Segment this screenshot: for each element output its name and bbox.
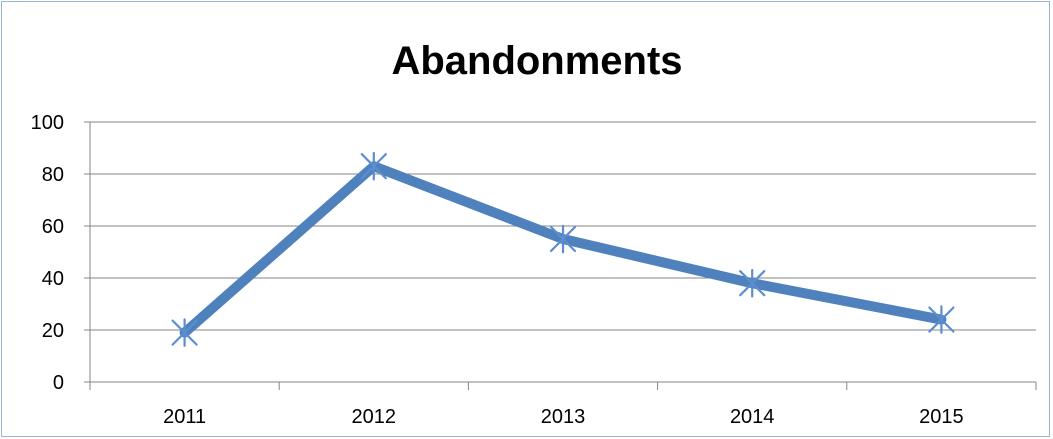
x-tick-label: 2015 <box>919 406 964 428</box>
chart-title: Abandonments <box>391 39 682 83</box>
y-tick-label: 60 <box>42 216 64 238</box>
y-tick-label: 80 <box>42 164 64 186</box>
x-tick-label: 2014 <box>730 406 775 428</box>
data-point-marker <box>171 318 198 347</box>
data-point-marker <box>360 151 387 181</box>
data-point-marker <box>928 305 955 334</box>
y-tick-labels: 0 20 40 60 80 100 <box>31 112 64 394</box>
data-point-marker <box>549 224 577 254</box>
x-tick-label: 2011 <box>163 406 206 428</box>
y-tick-label: 20 <box>42 320 64 342</box>
y-tick-label: 40 <box>42 268 64 290</box>
x-tick-labels: 2011 2012 2013 2014 2015 <box>163 406 964 428</box>
y-tick-label: 100 <box>31 112 64 134</box>
data-point-marker <box>739 268 766 298</box>
x-tick-label: 2012 <box>352 406 397 428</box>
axes <box>84 121 1037 390</box>
x-tick-label: 2013 <box>541 406 586 428</box>
y-tick-label: 0 <box>53 372 64 394</box>
markers <box>171 151 955 347</box>
